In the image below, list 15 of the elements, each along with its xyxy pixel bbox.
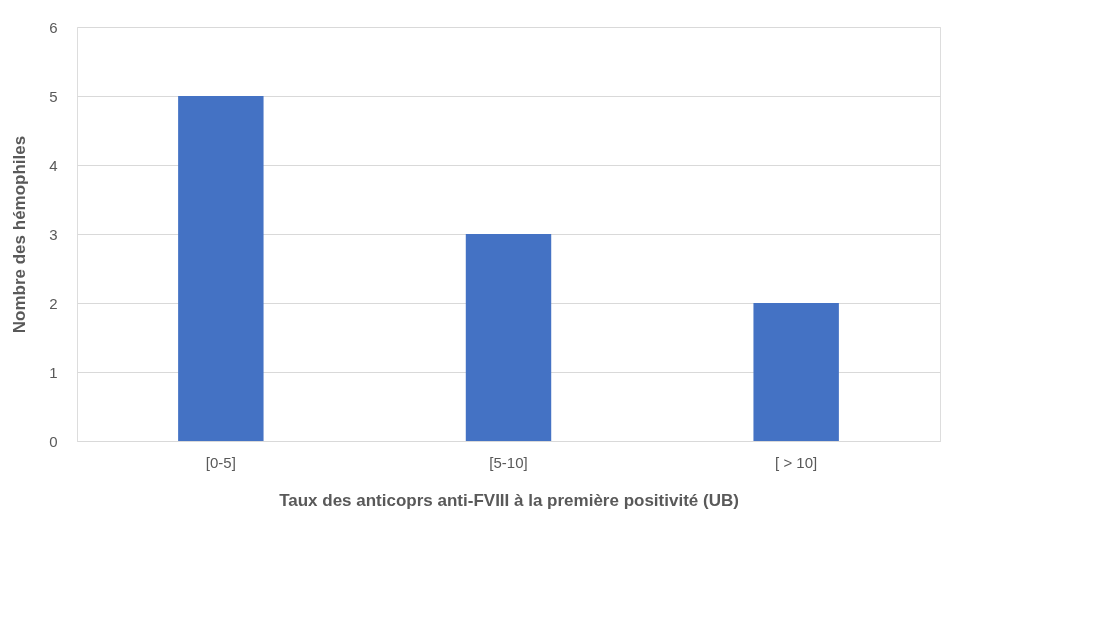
bar (465, 234, 552, 441)
bar (178, 96, 264, 441)
y-tick-label: 0 (49, 432, 58, 450)
y-tick-label: 4 (49, 156, 58, 174)
y-tick-label: 5 (49, 87, 58, 105)
y-tick-label: 2 (49, 294, 58, 312)
y-tick-label: 1 (49, 363, 58, 381)
x-tick-label: [ > 10] (775, 453, 818, 471)
x-tick-label: [0-5] (205, 453, 236, 471)
x-axis-title: Taux des anticoprs anti-FVIII à la première positivité (UB) (279, 490, 739, 510)
x-tick-label: [5-10] (489, 453, 528, 471)
y-tick-label: 6 (49, 18, 58, 36)
bar (753, 303, 839, 441)
y-tick-label: 3 (49, 225, 58, 243)
y-axis-title: Nombre des hémophiles (10, 135, 30, 334)
